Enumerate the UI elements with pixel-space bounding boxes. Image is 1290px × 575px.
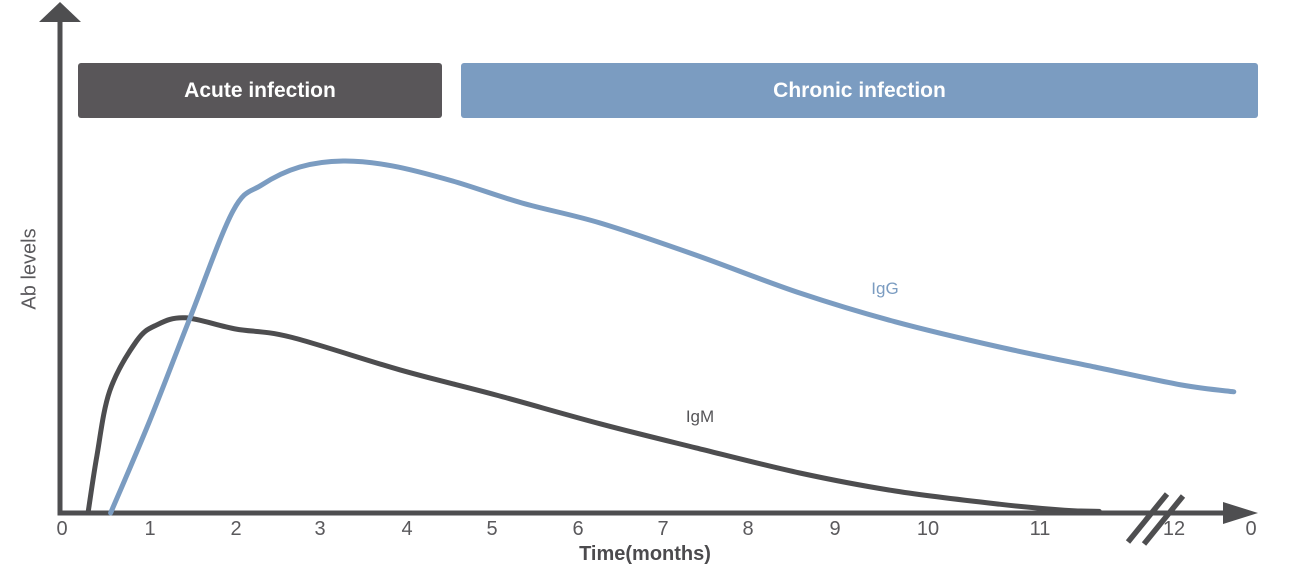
x-tick-label: 5 [486, 518, 498, 540]
x-tick-label: 8 [742, 518, 754, 540]
igm-curve-label: IgM [685, 407, 715, 426]
x-tick-label: 0 [56, 518, 68, 540]
x-tick-label: 6 [572, 518, 584, 540]
x-tick-label: 9 [829, 518, 841, 540]
x-axis-arrowhead-icon [1223, 502, 1258, 524]
chronic-infection-banner: Chronic infection [461, 63, 1258, 118]
chronic-infection-label: Chronic infection [773, 78, 946, 102]
x-tick-label: 7 [657, 518, 669, 540]
x-tick-label: 3 [314, 518, 326, 540]
axis-break-slash-icon [1125, 492, 1170, 544]
igm-curve [85, 315, 1102, 516]
x-tick-label: 11 [1029, 518, 1051, 540]
igg-curve-label: IgG [871, 279, 899, 298]
x-tick-label: 2 [230, 518, 242, 540]
acute-infection-banner: Acute infection [78, 63, 442, 118]
acute-infection-label: Acute infection [184, 78, 336, 102]
y-axis-arrowhead-icon [39, 2, 81, 22]
x-tick-label: 10 [916, 518, 940, 540]
x-tick-label: 12 [1162, 518, 1186, 540]
x-axis-title: Time(months) [579, 543, 711, 565]
igg-curve [108, 158, 1237, 516]
x-tick-label: 1 [144, 518, 156, 540]
axis-break-slash-icon [1141, 494, 1186, 546]
x-tick-label: 0 [1245, 518, 1257, 540]
x-tick-label: 4 [401, 518, 413, 540]
y-axis-title: Ab levels [18, 228, 41, 310]
